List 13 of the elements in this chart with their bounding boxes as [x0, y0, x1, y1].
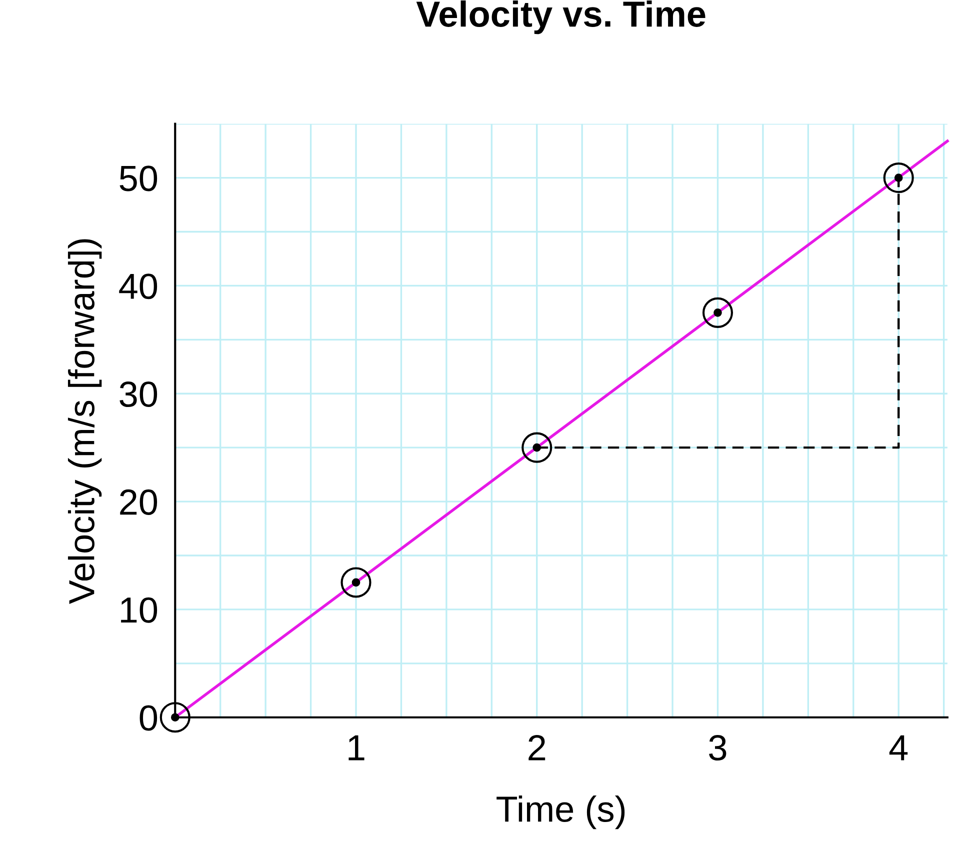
y-tick-label: 30 [120, 381, 158, 408]
x-axis-title: Time (s) [496, 795, 625, 830]
x-tick-label: 4 [889, 735, 908, 760]
y-tick-label: 20 [120, 489, 158, 515]
y-tick-label: 10 [121, 597, 158, 623]
chart-title: Velocity vs. Time [416, 0, 706, 34]
y-tick-label: 0 [140, 705, 158, 731]
x-tick-label: 3 [709, 734, 726, 761]
y-axis-title: Velocity (m/s [forward]) [68, 239, 102, 604]
x-tick-label: 2 [528, 734, 546, 760]
x-tick-label: 1 [348, 735, 364, 760]
y-tick-label: 40 [119, 274, 158, 300]
y-tick-label: 50 [120, 166, 158, 192]
